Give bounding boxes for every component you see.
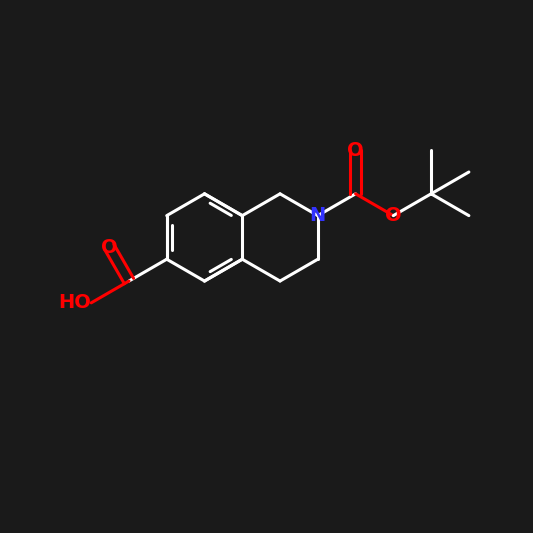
Text: O: O (348, 141, 364, 160)
Text: N: N (310, 206, 326, 225)
Text: O: O (101, 238, 118, 256)
Text: HO: HO (58, 293, 91, 312)
Text: O: O (385, 206, 402, 225)
